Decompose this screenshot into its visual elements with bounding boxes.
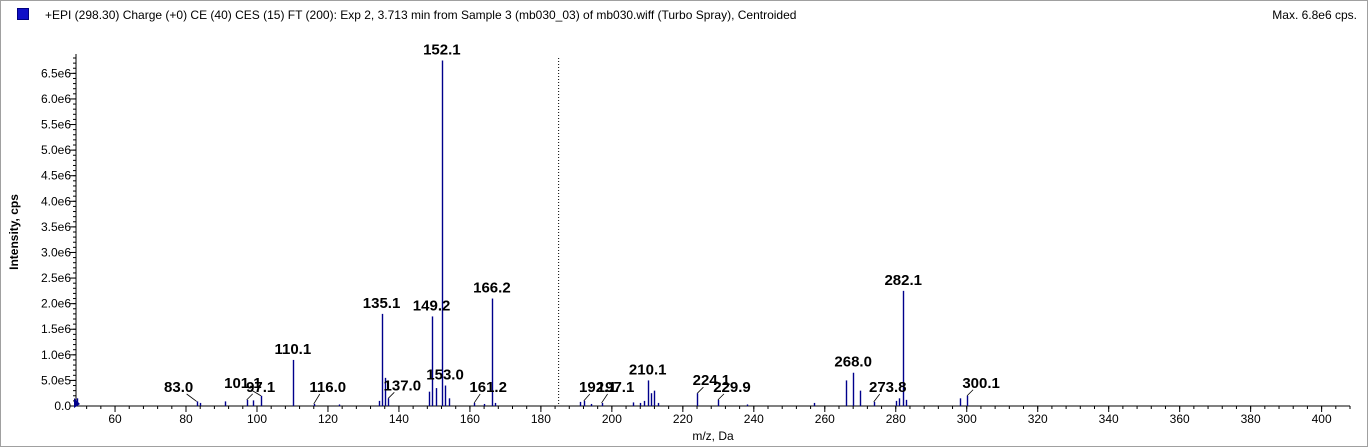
peak-leader-line [246,393,253,401]
peak-labels: 83.0 97.1101.1110.1116.0135.1137.0149.215… [164,42,1000,405]
spectrum-title: +EPI (298.30) Charge (+0) CE (40) CES (1… [45,8,797,22]
y-tick-label: 3.5e6 [41,220,71,234]
peak-label: 166.2 [473,280,511,297]
peak-label: 83.0 [164,379,193,396]
peak-leader-line [313,393,321,405]
peak-leader-line [697,386,704,394]
x-tick-label: 380 [1241,412,1261,426]
y-tick-label: 5.0e6 [41,143,71,157]
y-axis-title: Intensity, cps [7,194,21,270]
y-tick-label: 6.0e6 [41,92,71,106]
plot-axes: 60 80 100 120 140 160 180 200 220 240 260 280 300 320… [41,54,1351,426]
peak-leader-line [388,392,395,399]
y-tick-label: 4.0e6 [41,194,71,208]
max-intensity-label: Max. 6.8e6 cps. [1272,8,1357,22]
peak-leader-line [250,389,262,397]
peak-label: 101.1 [224,375,262,392]
peak-series [76,60,969,406]
peak-label: 161.2 [469,379,507,396]
peak-leader-line [873,393,881,403]
x-tick-label: 120 [318,412,338,426]
spectrum-header: +EPI (298.30) Charge (+0) CE (40) CES (1… [1,1,1367,29]
peak-leader-line [473,393,481,404]
y-tick-label: 2.0e6 [41,297,71,311]
peak-leader-line [717,393,725,401]
x-tick-label: 180 [531,412,551,426]
peak-label: 135.1 [363,295,401,312]
x-tick-label: 200 [602,412,622,426]
x-tick-label: 400 [1312,412,1332,426]
x-tick-label: 220 [673,412,693,426]
peak-leader-line [601,393,608,404]
x-tick-label: 280 [886,412,906,426]
peak-label: 153.0 [426,367,464,384]
peak-label: 152.1 [423,42,461,59]
x-tick-label: 240 [744,412,764,426]
peak-leader-line [966,389,974,397]
y-tick-label: 2.5e6 [41,271,71,285]
peak-label: 192.1 [579,379,617,396]
peak-label: 229.9 [713,379,751,396]
x-tick-label: 340 [1099,412,1119,426]
trace-color-swatch[interactable] [17,8,29,20]
x-tick-label: 300 [957,412,977,426]
y-tick-label: 5.5e6 [41,118,71,132]
peak-label: 137.0 [384,377,422,394]
peak-label: 116.0 [309,379,346,396]
y-tick-label: 1.0e6 [41,348,71,362]
y-tick-label: 5.0e5 [41,373,71,387]
y-tick-label: 6.5e6 [41,66,71,80]
y-tick-label: 3.0e6 [41,245,71,259]
peak-label: 300.1 [962,375,1000,392]
x-tick-label: 160 [460,412,480,426]
x-tick-label: 80 [179,412,193,426]
peak-label: 224.1 [693,372,731,389]
x-tick-label: 100 [247,412,267,426]
x-tick-label: 140 [389,412,409,426]
peak-label: 210.1 [629,361,667,378]
x-tick-label: 320 [1028,412,1048,426]
peak-leader-line [186,393,197,402]
peak-label: 282.1 [884,272,922,289]
peak-label: 273.8 [869,379,907,396]
peak-label: 110.1 [274,341,311,358]
peak-label: 268.0 [834,354,872,371]
x-tick-label: 360 [1170,412,1190,426]
x-tick-label: 60 [108,412,122,426]
x-axis-title: m/z, Da [692,429,734,443]
y-tick-label: 4.5e6 [41,169,71,183]
y-tick-label: 0.0 [54,399,71,413]
peak-label: 149.2 [413,297,451,314]
peak-leader-line [583,393,591,402]
peak-label: 197.1 [597,379,635,396]
y-tick-label: 1.5e6 [41,322,71,336]
x-tick-label: 260 [815,412,835,426]
